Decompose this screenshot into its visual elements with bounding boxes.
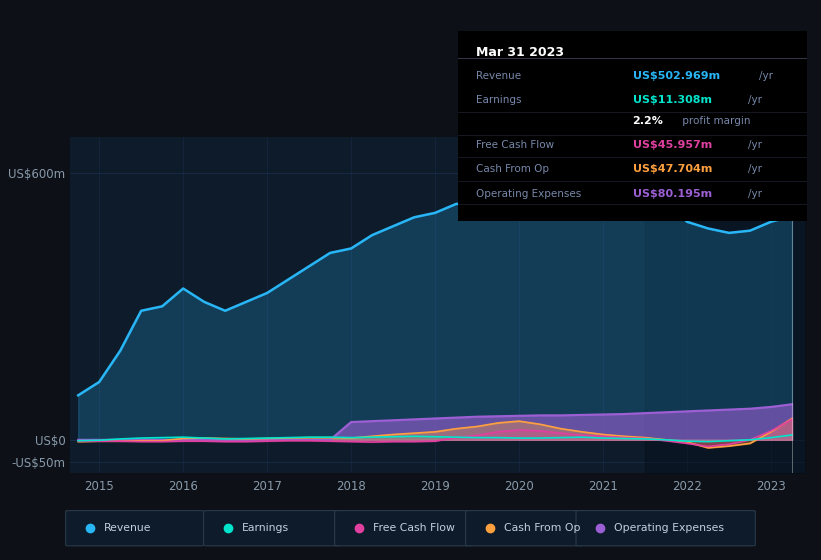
- Text: /yr: /yr: [748, 95, 762, 105]
- Text: Operating Expenses: Operating Expenses: [475, 189, 580, 199]
- Text: Free Cash Flow: Free Cash Flow: [373, 523, 455, 533]
- Text: /yr: /yr: [759, 72, 773, 82]
- Text: Cash From Op: Cash From Op: [475, 164, 548, 174]
- FancyBboxPatch shape: [576, 511, 755, 546]
- FancyBboxPatch shape: [204, 511, 342, 546]
- Text: US$80.195m: US$80.195m: [633, 189, 712, 199]
- Text: profit margin: profit margin: [679, 116, 750, 126]
- Text: US$502.969m: US$502.969m: [633, 72, 720, 82]
- FancyBboxPatch shape: [66, 511, 204, 546]
- Text: /yr: /yr: [748, 189, 762, 199]
- Text: Mar 31 2023: Mar 31 2023: [475, 46, 563, 59]
- Text: US$45.957m: US$45.957m: [633, 140, 712, 150]
- Text: /yr: /yr: [748, 164, 762, 174]
- Text: 2.2%: 2.2%: [633, 116, 663, 126]
- Text: US$11.308m: US$11.308m: [633, 95, 712, 105]
- FancyBboxPatch shape: [466, 511, 583, 546]
- Text: Free Cash Flow: Free Cash Flow: [475, 140, 553, 150]
- Text: Earnings: Earnings: [241, 523, 289, 533]
- Text: Revenue: Revenue: [103, 523, 151, 533]
- Text: US$47.704m: US$47.704m: [633, 164, 712, 174]
- Text: Earnings: Earnings: [475, 95, 521, 105]
- Text: Revenue: Revenue: [475, 72, 521, 82]
- Text: Cash From Op: Cash From Op: [503, 523, 580, 533]
- Text: Operating Expenses: Operating Expenses: [614, 523, 724, 533]
- Text: /yr: /yr: [748, 140, 762, 150]
- FancyBboxPatch shape: [335, 511, 473, 546]
